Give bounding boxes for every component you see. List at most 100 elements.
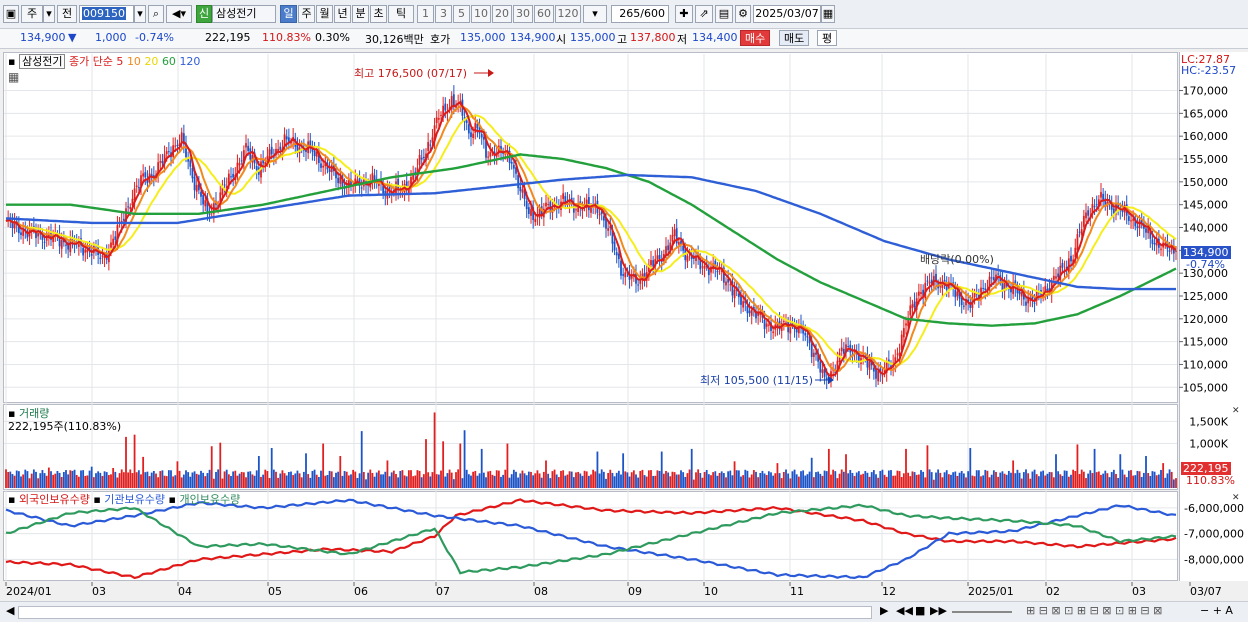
compare-icon[interactable]: ⇗ [695, 5, 713, 23]
period-minute[interactable]: 분 [352, 5, 369, 23]
candle-body [521, 189, 524, 193]
volume-bar [740, 476, 742, 488]
table-icon[interactable]: ▦ [8, 70, 20, 84]
volume-bar [780, 478, 783, 488]
market-dropdown-icon[interactable]: ▾ [43, 5, 55, 23]
horizontal-scrollbar[interactable] [18, 606, 872, 619]
volume-bar [110, 474, 112, 488]
volume-bar [101, 475, 104, 488]
candle-body [757, 312, 760, 316]
volume-bar [924, 477, 927, 488]
tick-3[interactable]: 3 [435, 5, 452, 23]
candle-body [733, 289, 736, 299]
zoom-slider[interactable] [952, 611, 1012, 613]
candle-body [549, 201, 552, 211]
holding-close-icon[interactable]: ✕ [1232, 493, 1240, 503]
volume-bar [1134, 475, 1137, 488]
forward-icon[interactable]: ▶▶ [930, 604, 947, 617]
period-month[interactable]: 월 [316, 5, 333, 23]
volume-bar [422, 474, 425, 488]
volume-bar [894, 475, 897, 488]
candle-body [1110, 204, 1113, 210]
y-tick-label: 115,000 [1183, 336, 1229, 349]
volume-bar [508, 477, 511, 488]
low-value: 134,400 [692, 31, 738, 44]
candle-body [1091, 204, 1094, 215]
candle-body [176, 145, 179, 147]
period-second[interactable]: 초 [370, 5, 387, 23]
prev-button[interactable]: 전 [57, 5, 77, 23]
crosshair-icon[interactable]: ✚ [675, 5, 693, 23]
flat-button[interactable]: 평 [817, 30, 838, 46]
volume-bar [1108, 477, 1111, 488]
drawing-tools-icon[interactable]: ⊞ ⊟ ⊠ ⊡ ⊞ ⊟ ⊠ ⊡ ⊞ ⊟ ⊠ [1026, 604, 1163, 617]
volume-bar [425, 439, 427, 488]
volume-bar [853, 475, 856, 488]
save-icon[interactable]: ▤ [715, 5, 733, 23]
volume-bar [17, 471, 20, 488]
tick-20[interactable]: 20 [492, 5, 512, 23]
stop-icon[interactable]: ■ [915, 604, 926, 617]
tick-dropdown[interactable]: ▾ [583, 5, 607, 23]
tick-10[interactable]: 10 [471, 5, 491, 23]
volume-bar [517, 477, 520, 488]
code-input[interactable]: 009150 [79, 5, 134, 23]
sell-button[interactable]: 매도 [779, 30, 810, 46]
period-week[interactable]: 주 [298, 5, 315, 23]
volume-bar [562, 470, 565, 488]
volume-bar [620, 474, 622, 488]
candle-body [712, 263, 715, 270]
tick-5[interactable]: 5 [453, 5, 470, 23]
volume-last-pct: 110.83% [1186, 474, 1235, 487]
speaker-icon[interactable]: ◀▾ [166, 5, 192, 23]
candle-body [122, 218, 125, 221]
candle-body [759, 313, 762, 315]
buy-button[interactable]: 매수 [740, 30, 771, 46]
volume-bar [1119, 454, 1122, 488]
candle-body [1025, 301, 1027, 306]
volume-bar [703, 471, 706, 488]
volume-bar [532, 475, 535, 488]
volume-bar [941, 477, 944, 488]
play-icon[interactable]: ▶ [880, 604, 889, 617]
tick-1[interactable]: 1 [417, 5, 434, 23]
tick-120[interactable]: 120 [555, 5, 581, 23]
candle-body [133, 188, 136, 201]
volume-bar [838, 473, 841, 488]
candle-body [530, 209, 532, 216]
market-select[interactable]: 주 [21, 5, 43, 23]
volume-bar [568, 471, 571, 488]
search-icon[interactable]: ⌕ [148, 5, 164, 23]
volume-bar [750, 474, 753, 488]
volume-bar [635, 474, 637, 488]
volume-bar [782, 471, 785, 488]
candle-body [515, 167, 517, 174]
volume-bar [714, 471, 717, 488]
volume-bar [146, 471, 149, 488]
period-tick[interactable]: 틱 [388, 5, 414, 23]
scroll-left-icon[interactable]: ◀ [6, 604, 15, 617]
code-dropdown-icon[interactable]: ▾ [134, 5, 146, 23]
tick-30[interactable]: 30 [513, 5, 533, 23]
count-input[interactable]: 265/600 [611, 5, 669, 23]
volume-bar [902, 473, 905, 488]
code-value: 009150 [82, 7, 126, 20]
rewind-icon[interactable]: ◀◀ [896, 604, 913, 617]
zoom-controls[interactable]: − + A [1200, 604, 1233, 617]
candle-body [1132, 218, 1135, 221]
window-icon[interactable]: ▣ [3, 5, 19, 23]
volume-close-icon[interactable]: ✕ [1232, 406, 1240, 416]
period-year[interactable]: 년 [334, 5, 351, 23]
tick-60[interactable]: 60 [534, 5, 554, 23]
candle-body [669, 242, 672, 252]
calendar-icon[interactable]: ▦ [821, 5, 835, 23]
period-day[interactable]: 일 [280, 5, 297, 23]
volume-bar [230, 476, 232, 488]
date-input[interactable]: 2025/03/07 [753, 5, 821, 23]
candle-body [150, 174, 153, 176]
gear-icon[interactable]: ⚙ [735, 5, 751, 23]
volume-bar [1102, 473, 1105, 488]
candle-body [1070, 255, 1072, 262]
volume-bar [28, 478, 31, 488]
